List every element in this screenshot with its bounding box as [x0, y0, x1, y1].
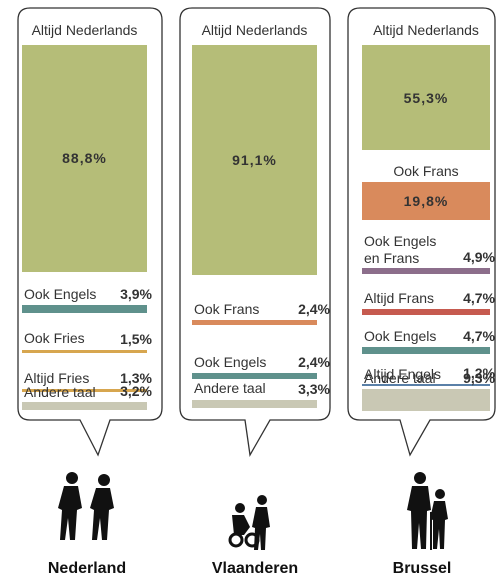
value-label: 4,9%: [463, 249, 495, 265]
bar: [362, 389, 490, 411]
value-label: 1,3%: [120, 370, 152, 386]
category-label: Ook Frans: [194, 301, 260, 317]
value-label: 55,3%: [403, 89, 449, 106]
bar: [362, 45, 490, 151]
bar: [22, 305, 147, 313]
value-label: 2,4%: [298, 354, 330, 370]
category-label: Altijd Fries: [24, 370, 90, 386]
bar: [192, 45, 317, 275]
category-label: Altijd Frans: [364, 290, 435, 306]
region-name: Vlaanderen: [211, 560, 299, 577]
value-label: 19,8%: [403, 192, 449, 209]
category-label: Altijd Engels: [364, 366, 442, 382]
category-label: Andere taal: [24, 384, 96, 400]
value-label: 4,7%: [463, 328, 495, 344]
category-label: Altijd Nederlands: [201, 22, 308, 38]
category-label: Andere taal: [364, 370, 436, 386]
bar: [192, 400, 317, 408]
category-label: Ook Engels: [194, 354, 267, 370]
bar: [22, 350, 147, 353]
silhouettes: [58, 472, 448, 550]
value-label: 3,3%: [298, 381, 330, 397]
region-name: Brussel: [392, 560, 452, 577]
category-label: Ook Frans: [393, 163, 459, 179]
value-label: 3,2%: [120, 383, 152, 399]
bar: [362, 384, 490, 386]
category-label: Ook Engels: [24, 286, 97, 302]
value-label: 1,5%: [120, 331, 152, 347]
bar: [192, 320, 317, 325]
value-label: 88,8%: [62, 150, 107, 167]
category-label: Ook Engels en Frans: [364, 233, 437, 266]
bar: [192, 373, 317, 379]
bar: [362, 268, 490, 274]
value-label: 3,9%: [120, 286, 152, 302]
category-label: Andere taal: [194, 380, 266, 396]
bar: [362, 347, 490, 354]
bar: [22, 45, 147, 272]
bar: [362, 309, 490, 315]
value-label: 2,4%: [298, 301, 330, 317]
category-label: Ook Fries: [24, 330, 85, 346]
category-label: Altijd Nederlands: [31, 22, 138, 38]
value-label: 9,3%: [463, 370, 495, 386]
category-label: Ook Engels: [364, 328, 437, 344]
bar: [22, 402, 147, 410]
bar: [362, 182, 490, 220]
value-label: 91,1%: [232, 151, 277, 168]
value-label: 4,7%: [463, 290, 495, 306]
bar: [22, 389, 147, 392]
value-label: 1,2%: [463, 365, 495, 381]
category-label: Altijd Nederlands: [373, 22, 479, 38]
region-name: Nederland: [47, 560, 127, 577]
